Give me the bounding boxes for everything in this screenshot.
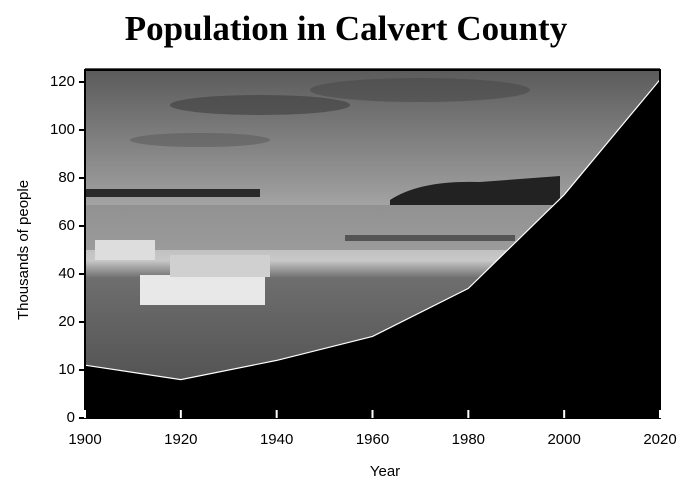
x-tick-label: 1980 [452, 431, 485, 448]
x-tick-label: 2000 [547, 431, 580, 448]
chart: Population in Calvert County Year Thousa… [0, 0, 681, 480]
y-tick-label: 100 [50, 121, 75, 138]
x-axis-label: Year [370, 463, 400, 480]
chart-title: Population in Calvert County [125, 9, 568, 48]
x-tick-label: 1940 [260, 431, 293, 448]
y-tick-label: 10 [58, 361, 75, 378]
y-tick-label: 20 [58, 313, 75, 330]
x-tick-label: 1900 [68, 431, 101, 448]
x-tick-label: 1920 [164, 431, 197, 448]
y-tick-label: 120 [50, 73, 75, 90]
y-tick-label: 40 [58, 265, 75, 282]
y-tick-label: 60 [58, 217, 75, 234]
x-tick-label: 2020 [643, 431, 676, 448]
y-axis-label: Thousands of people [15, 180, 32, 320]
x-tick-label: 1960 [356, 431, 389, 448]
y-tick-label: 80 [58, 169, 75, 186]
y-tick-label: 0 [67, 409, 75, 426]
